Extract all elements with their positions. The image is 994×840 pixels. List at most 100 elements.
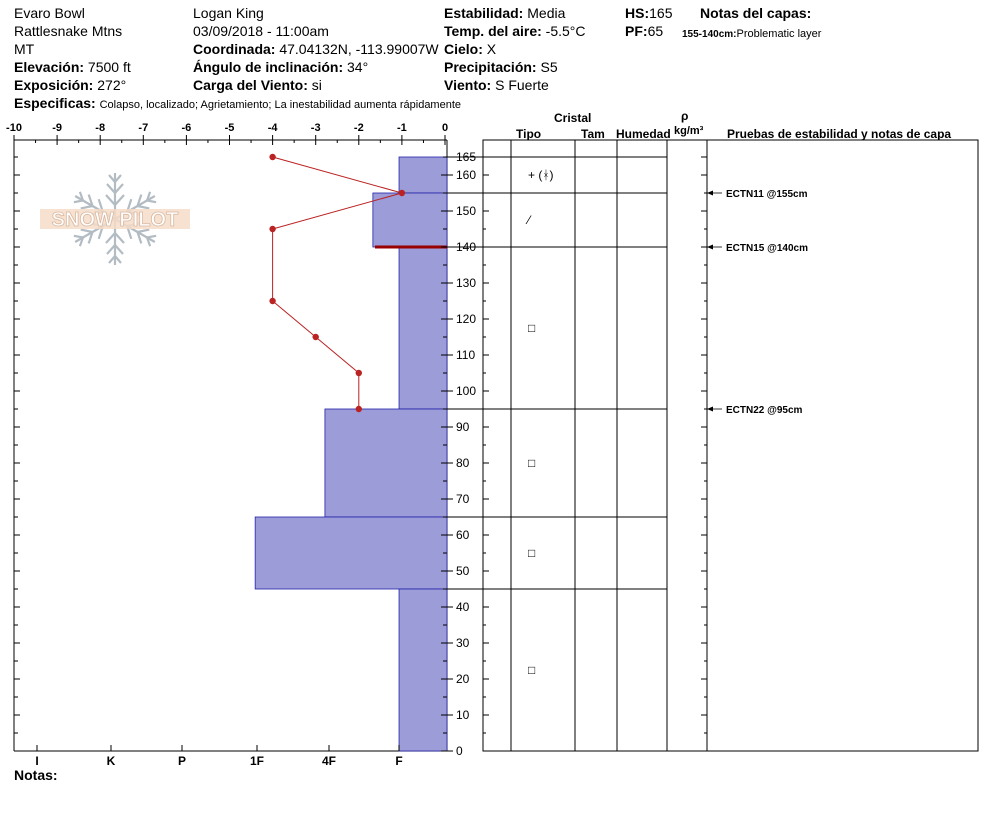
temperature-tick-label: -9 bbox=[52, 122, 62, 134]
temperature-tick-label: -8 bbox=[95, 122, 105, 134]
crystal-type-symbol: □ bbox=[528, 456, 535, 470]
hardness-bars bbox=[254, 156, 448, 752]
notes-label: Notas: bbox=[14, 767, 58, 783]
density-unit-header: kg/m³ bbox=[674, 125, 704, 137]
sky-row: Cielo: X bbox=[444, 41, 497, 57]
depth-tick-label: 40 bbox=[456, 600, 470, 614]
hardness-tick-label: F bbox=[395, 754, 402, 768]
wind-value: S Fuerte bbox=[495, 77, 549, 93]
wind-row: Viento: S Fuerte bbox=[444, 77, 549, 93]
state-name: MT bbox=[14, 41, 35, 57]
coordinate-row: Coordinada: 47.04132N, -113.99007W bbox=[193, 41, 439, 57]
temperature-tick-label: -6 bbox=[182, 122, 192, 134]
specifics-value: Colapso, localizado; Agrietamiento; La i… bbox=[99, 99, 462, 111]
slope-value: 34° bbox=[347, 59, 369, 75]
observer-name: Logan King bbox=[193, 5, 264, 21]
stability-tests: ECTN11 @155cm ECTN15 @140cm ECTN22 @95cm bbox=[707, 189, 808, 416]
sky-label: Cielo: bbox=[444, 41, 483, 57]
layer-notes-label: Notas del capas: bbox=[700, 5, 812, 21]
stability-label: Estabilidad: bbox=[444, 5, 524, 21]
logo-text: SNOW PILOT bbox=[52, 209, 179, 231]
depth-ticks-left bbox=[14, 156, 447, 752]
temperature-tick-label: -4 bbox=[268, 122, 279, 134]
precip-row: Precipitación: S5 bbox=[444, 59, 558, 75]
size-header: Tam bbox=[581, 127, 605, 141]
depth-tick-label: 70 bbox=[456, 492, 470, 506]
aspect-label: Exposición: bbox=[14, 77, 94, 93]
stability-test-label: ECTN15 @140cm bbox=[726, 243, 808, 254]
moisture-header: Humedad bbox=[616, 127, 671, 141]
hardness-tick-label: 1F bbox=[250, 754, 264, 768]
depth-tick-label: 80 bbox=[456, 456, 470, 470]
aspect-row: Exposición: 272° bbox=[14, 77, 126, 93]
test-arrow-head bbox=[707, 244, 713, 250]
wind-loading-label: Carga del Viento: bbox=[193, 77, 308, 93]
precip-value: S5 bbox=[540, 59, 558, 75]
test-arrow-head bbox=[707, 406, 713, 412]
depth-tick-label: 150 bbox=[456, 204, 476, 218]
layer-note-text: Problematic layer bbox=[736, 28, 822, 40]
slope-label: Ángulo de inclinación: bbox=[193, 59, 344, 75]
stability-row: Estabilidad: Media bbox=[444, 5, 565, 21]
sky-value: X bbox=[486, 41, 497, 57]
rho-header: ρ bbox=[681, 109, 689, 123]
hardness-bar bbox=[398, 246, 448, 410]
wind-loading-value: si bbox=[311, 77, 322, 93]
layer-table-frame bbox=[482, 139, 979, 752]
depth-tick-label: 60 bbox=[456, 528, 470, 542]
depth-tick-label: 20 bbox=[456, 672, 470, 686]
weak-layer-marker bbox=[375, 245, 447, 249]
aspect-value: 272° bbox=[97, 77, 127, 93]
wind-label: Viento: bbox=[444, 77, 492, 93]
temperature-tick-label: -3 bbox=[311, 122, 321, 134]
crystal-type-symbol: □ bbox=[528, 321, 535, 335]
hardness-bar bbox=[324, 408, 448, 518]
hardness-bar bbox=[372, 192, 448, 248]
test-arrow-head bbox=[707, 190, 713, 196]
temperature-tick-label: -10 bbox=[6, 122, 22, 134]
temperature-point bbox=[398, 189, 406, 197]
crystal-type-symbol: ⁄ bbox=[525, 213, 532, 227]
temperature-point bbox=[269, 153, 276, 161]
hardness-axis: I K P 1F 4F F bbox=[35, 745, 403, 768]
precip-label: Precipitación: bbox=[444, 59, 537, 75]
temperature-tick-label: -2 bbox=[354, 122, 364, 134]
depth-axis: 0102030405060708090100110120130140150160… bbox=[447, 150, 707, 758]
hardness-tick-label: P bbox=[178, 754, 186, 768]
layer-note-row: 155-140cm:Problematic layer bbox=[682, 24, 821, 43]
crystal-type-symbol: + (ᚼ) bbox=[528, 168, 554, 182]
elevation-label: Elevación: bbox=[14, 59, 85, 75]
observation-datetime: 03/09/2018 - 11:00am bbox=[193, 23, 329, 39]
stability-value: Media bbox=[527, 5, 566, 21]
coordinate-label: Coordinada: bbox=[193, 41, 276, 57]
hardness-tick-label: 4F bbox=[322, 754, 336, 768]
temperature-point bbox=[269, 297, 276, 305]
air-temp-value: -5.5°C bbox=[545, 23, 586, 39]
depth-tick-label: 160 bbox=[456, 168, 476, 182]
coordinate-value: 47.04132N, -113.99007W bbox=[279, 41, 439, 57]
depth-tick-label: 100 bbox=[456, 384, 476, 398]
depth-tick-label: 10 bbox=[456, 708, 470, 722]
hardness-tick-label: I bbox=[35, 754, 38, 768]
logo-banner bbox=[40, 209, 190, 229]
crystal-type-symbol: □ bbox=[528, 546, 535, 560]
temperature-tick-label: 0 bbox=[442, 122, 448, 134]
stability-test-label: ECTN22 @95cm bbox=[726, 405, 803, 416]
specifics-row: Especificas: Colapso, localizado; Agriet… bbox=[14, 95, 461, 113]
depth-tick-label: 130 bbox=[456, 276, 476, 290]
layer-note-range: 155-140cm: bbox=[682, 29, 737, 40]
hardness-bar bbox=[254, 516, 448, 590]
location-name: Evaro Bowl bbox=[14, 5, 85, 21]
depth-tick-label: 50 bbox=[456, 564, 470, 578]
depth-tick-label: 120 bbox=[456, 312, 476, 326]
pf-label: PF: bbox=[625, 23, 648, 39]
specifics-label: Especificas: bbox=[14, 95, 96, 111]
temperature-tick-label: -7 bbox=[138, 122, 148, 134]
crystal-type-symbol: □ bbox=[528, 663, 535, 677]
air-temp-label: Temp. del aire: bbox=[444, 23, 542, 39]
depth-tick-label: 110 bbox=[456, 348, 475, 362]
pf-row: PF:65 bbox=[625, 23, 663, 39]
hs-value: 165 bbox=[649, 5, 673, 21]
temperature-profile bbox=[269, 153, 406, 413]
